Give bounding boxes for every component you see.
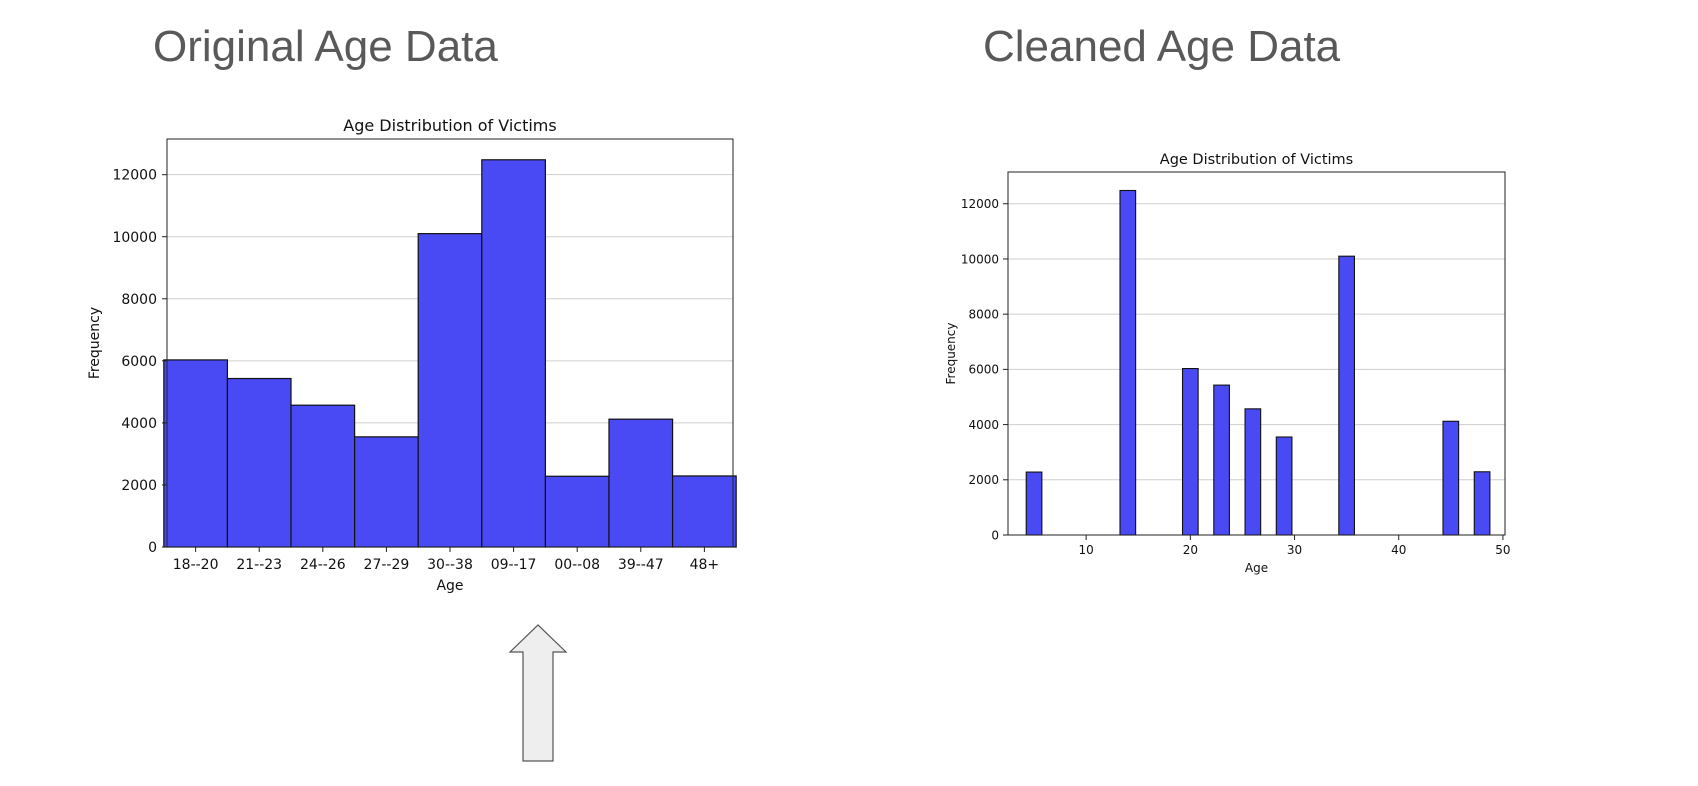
y-tick-label: 2000 <box>121 478 157 494</box>
bar <box>417 233 483 548</box>
y-tick-label: 12000 <box>112 168 157 184</box>
y-tick-label: 2000 <box>968 473 999 487</box>
y-tick-label: 6000 <box>121 354 157 370</box>
x-tick-label: 00--08 <box>554 557 600 573</box>
bar <box>1473 471 1491 536</box>
original-age-chart: 18--20 21--23 24--26 27--29 30--38 09--17 00--… <box>87 116 737 594</box>
x-tick-label: 30--38 <box>427 557 473 573</box>
y-tick-label: 4000 <box>968 418 999 432</box>
bar <box>1338 255 1355 536</box>
bar <box>354 436 419 548</box>
bar <box>1213 384 1230 536</box>
slide-title-original: Original Age Data <box>153 22 498 71</box>
bar <box>290 404 356 548</box>
up-arrow-shape <box>508 624 568 762</box>
plot-frame <box>166 138 734 548</box>
bar <box>1025 471 1043 536</box>
x-tick-label: 09--17 <box>491 557 537 573</box>
x-axis-label: Age <box>1245 561 1268 575</box>
x-tick-label: 24--26 <box>300 557 346 573</box>
bar <box>1181 367 1199 536</box>
x-tick-label: 30 <box>1287 543 1302 557</box>
x-tick-label: 10 <box>1079 543 1094 557</box>
bar <box>1119 189 1137 536</box>
bar <box>671 475 737 548</box>
x-tick-label: 27--29 <box>364 557 410 573</box>
y-axis-label: Frequency <box>944 323 958 385</box>
y-tick-label: 0 <box>991 528 999 542</box>
x-tick-label: 40 <box>1391 543 1406 557</box>
y-tick-label: 4000 <box>121 416 157 432</box>
bar <box>1275 436 1293 536</box>
plot-frame <box>1007 171 1506 536</box>
x-tick-label: 18--20 <box>173 557 219 573</box>
bar <box>1244 408 1262 536</box>
chart-title: Age Distribution of Victims <box>343 116 556 135</box>
cleaned-age-chart: 10 20 30 40 50 0 2000 4000 6000 8000 10000 12000 Age… <box>944 152 1511 575</box>
y-tick-label: 6000 <box>968 363 999 377</box>
x-tick-label: 48+ <box>690 557 720 573</box>
chart-title: Age Distribution of Victims <box>1160 152 1353 168</box>
y-tick-label: 0 <box>148 540 157 556</box>
y-tick-label: 12000 <box>961 197 999 211</box>
x-tick-label: 21--23 <box>236 557 282 573</box>
y-tick-label: 10000 <box>112 230 157 246</box>
y-tick-label: 8000 <box>121 292 157 308</box>
x-tick-label: 20 <box>1183 543 1198 557</box>
bar <box>1442 420 1460 536</box>
y-tick-label: 8000 <box>968 307 999 321</box>
bar <box>481 159 546 548</box>
up-arrow-icon <box>508 624 568 762</box>
bar <box>163 359 229 548</box>
bar <box>226 377 292 548</box>
x-axis-label: Age <box>436 578 463 594</box>
bar <box>608 418 674 548</box>
bar <box>544 475 610 548</box>
x-tick-label: 50 <box>1495 543 1510 557</box>
y-axis-label: Frequency <box>87 307 103 379</box>
x-tick-label: 39--47 <box>618 557 664 573</box>
y-tick-label: 10000 <box>961 252 999 266</box>
slide-title-cleaned: Cleaned Age Data <box>983 22 1341 71</box>
